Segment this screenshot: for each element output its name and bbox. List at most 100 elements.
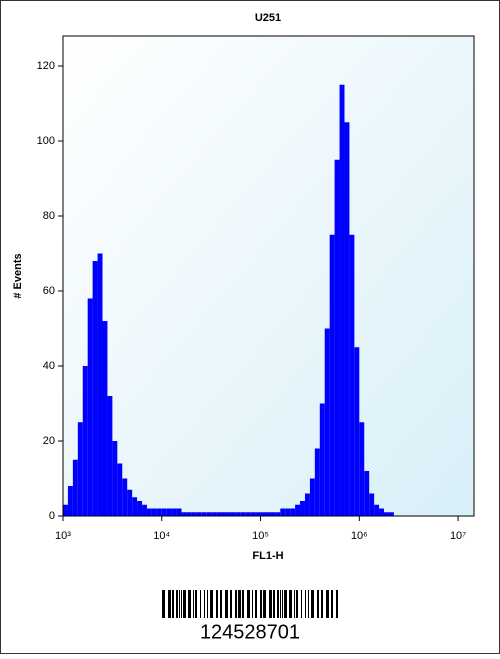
barcode-bar	[168, 590, 171, 618]
barcode-bar	[260, 590, 262, 618]
barcode-bar	[235, 590, 237, 618]
bar	[171, 508, 177, 516]
barcode-bar	[181, 590, 182, 618]
bar	[206, 512, 212, 516]
barcode-bar	[294, 590, 295, 618]
barcode-bar	[277, 590, 279, 618]
bar	[201, 512, 207, 516]
barcode-bar	[204, 590, 205, 618]
bar	[280, 508, 286, 516]
y-tick-label: 80	[43, 210, 55, 222]
barcode-bar	[195, 590, 197, 618]
y-tick-label: 0	[49, 510, 55, 522]
bar	[285, 508, 291, 516]
x-tick-label: 10⁵	[252, 530, 269, 542]
bar	[383, 512, 389, 516]
bar	[240, 512, 246, 516]
barcode-bar	[301, 590, 302, 618]
bar	[216, 512, 222, 516]
bar	[191, 512, 197, 516]
bar	[127, 489, 133, 516]
bar	[255, 512, 261, 516]
barcode-bar	[326, 590, 329, 618]
chart-title: U251	[255, 12, 281, 24]
bar	[186, 512, 192, 516]
barcode-bar	[162, 590, 165, 618]
barcode-bar	[296, 590, 298, 618]
bar	[67, 486, 73, 516]
barcode-bar	[183, 590, 186, 618]
bar	[112, 441, 118, 516]
barcode-number: 124528701	[200, 621, 300, 643]
bar	[379, 508, 384, 516]
barcode-bar	[247, 590, 250, 618]
bar	[221, 512, 226, 516]
bar	[260, 512, 266, 516]
barcode-bar	[255, 590, 257, 618]
barcode-bar	[305, 590, 306, 618]
bar	[309, 478, 315, 516]
barcode-bar	[220, 590, 222, 618]
barcode-bar	[225, 590, 228, 618]
y-tick-label: 40	[43, 360, 55, 372]
bar	[354, 347, 360, 516]
barcode-bar	[179, 590, 180, 618]
bar	[146, 508, 152, 516]
barcode-bar	[284, 590, 287, 618]
y-tick-label: 20	[43, 435, 55, 447]
barcode-bar	[273, 590, 275, 618]
bar	[72, 459, 78, 516]
bar	[225, 512, 231, 516]
bar	[102, 321, 108, 516]
bar	[374, 504, 380, 516]
bar	[339, 84, 345, 516]
bar	[300, 501, 305, 516]
plot-area	[62, 35, 475, 517]
bar	[290, 508, 296, 516]
bar	[181, 512, 187, 516]
bar	[275, 512, 281, 516]
x-axis-label: FL1-H	[252, 550, 283, 562]
bar	[388, 512, 394, 516]
barcode-bar	[269, 590, 272, 618]
x-tick-label: 10³	[55, 530, 71, 542]
bar	[245, 512, 251, 516]
bar	[107, 396, 113, 516]
bar	[77, 422, 83, 516]
x-tick-label: 10⁶	[351, 530, 368, 542]
barcode-bar	[188, 590, 191, 618]
bar	[92, 261, 98, 516]
barcode	[162, 590, 338, 618]
bar	[156, 508, 162, 516]
barcode-bar	[230, 590, 232, 618]
bar	[142, 504, 147, 516]
barcode-bar	[207, 590, 208, 618]
y-tick-label: 120	[37, 60, 55, 72]
barcode-bar	[252, 590, 253, 618]
barcode-bar	[289, 590, 292, 618]
bar	[122, 478, 128, 516]
bar	[359, 422, 365, 516]
bar	[265, 512, 271, 516]
bar	[97, 253, 103, 516]
barcode-bar	[331, 590, 333, 618]
bar	[117, 463, 123, 516]
bar	[151, 508, 157, 516]
x-tick-label: 10⁷	[450, 530, 466, 542]
bar	[137, 501, 143, 516]
bar	[344, 122, 350, 516]
barcode-bar	[172, 590, 174, 618]
bar	[82, 366, 88, 516]
barcode-bar	[308, 590, 309, 618]
bar	[250, 512, 256, 516]
bar	[270, 512, 276, 516]
bar	[196, 512, 202, 516]
barcode-bar	[336, 590, 338, 618]
bar	[369, 493, 375, 516]
barcode-bar	[321, 590, 323, 618]
barcode-bar	[242, 590, 244, 618]
bar	[161, 508, 167, 516]
barcode-bar	[200, 590, 201, 618]
barcode-bar	[216, 590, 218, 618]
